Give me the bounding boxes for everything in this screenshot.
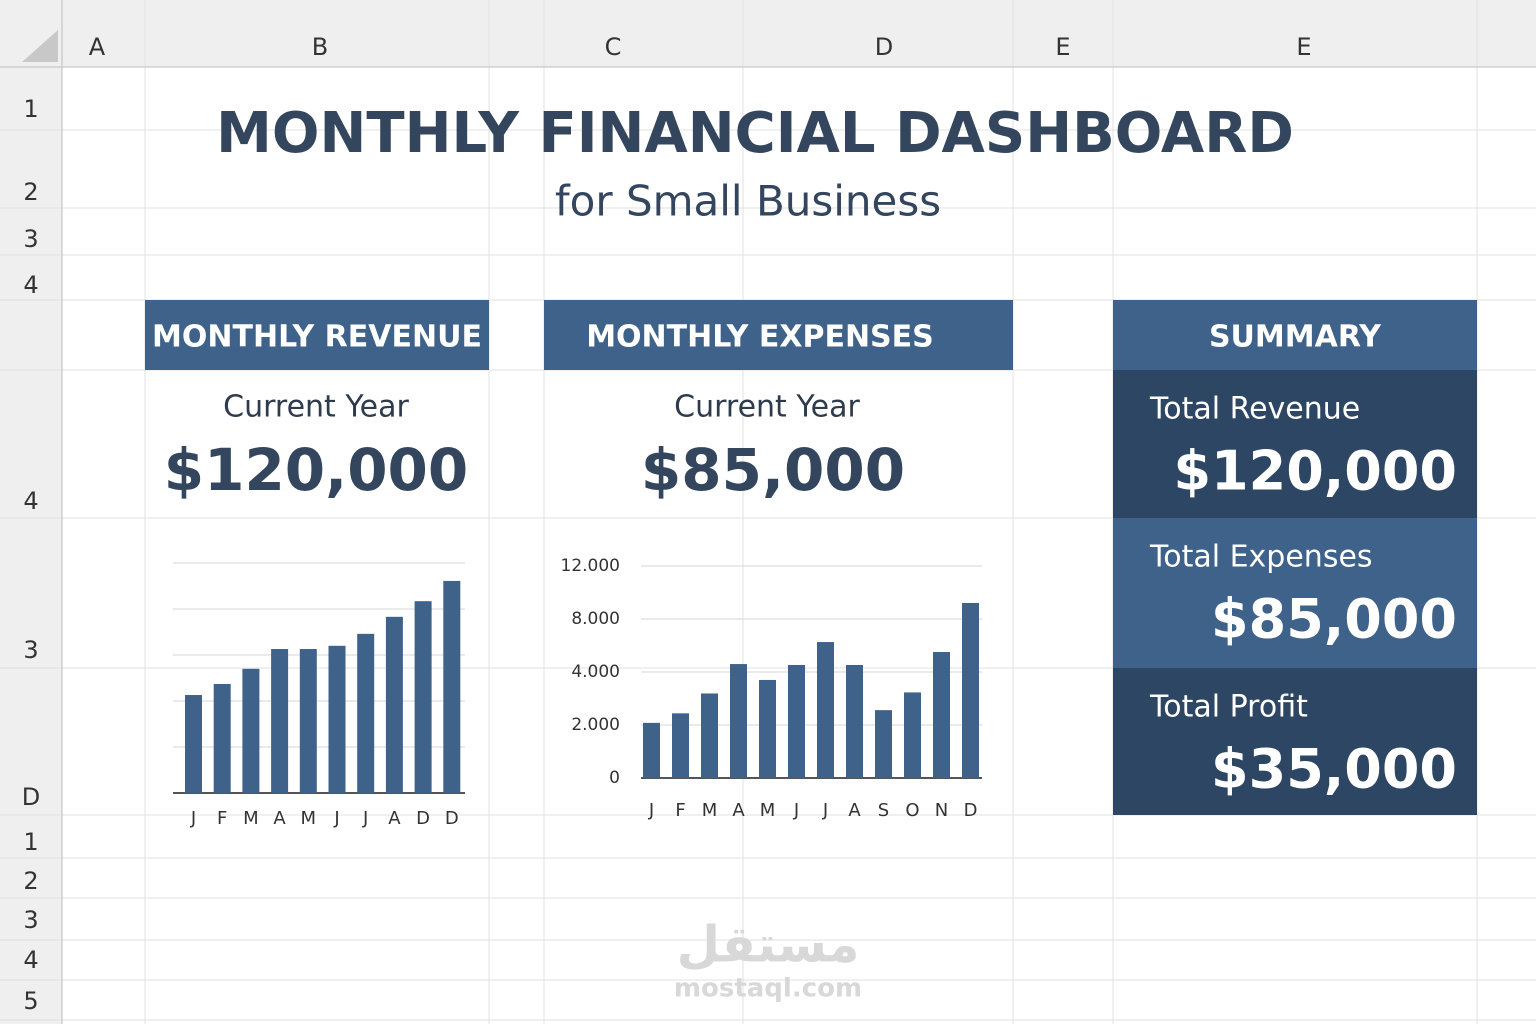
panel-title: MONTHLY EXPENSES [586,320,934,355]
row-header[interactable]: 3 [23,636,38,664]
bar [213,683,231,793]
bar [672,713,689,778]
x-tick-label: J [190,808,196,829]
row-header[interactable]: 2 [23,867,38,895]
select-all[interactable] [22,30,58,62]
x-tick-label: M [760,800,776,821]
bar [962,602,979,778]
y-tick-label: 4.000 [571,662,620,682]
bar [904,692,921,778]
panel-header [145,300,489,370]
dashboard-subtitle: for Small Business [555,177,941,226]
summary-label: Total Revenue [1149,392,1360,427]
panel-amount: $85,000 [641,436,905,504]
bar [185,695,202,793]
x-tick-label: A [848,800,861,821]
x-tick-label: J [793,800,799,821]
bar [242,668,260,793]
summary-title: SUMMARY [1209,320,1382,355]
watermark: mostaql.com [674,974,862,1004]
row-header-bar [0,0,62,1024]
bar [271,649,289,793]
summary-label: Total Profit [1149,690,1308,725]
x-tick-label: D [964,800,978,821]
row-header[interactable]: 3 [23,906,38,934]
x-tick-label: F [217,808,227,829]
bar [875,710,892,778]
x-tick-label: J [648,800,654,821]
bar [414,601,432,793]
summary-cell [1113,668,1477,815]
x-tick-label: D [445,808,459,829]
row-header[interactable]: 4 [23,946,38,974]
dashboard-title: MONTHLY FINANCIAL DASHBOARD [216,101,1294,166]
panel-amount: $120,000 [164,436,469,504]
y-tick-label: 12.000 [561,556,620,576]
row-header[interactable]: 1 [23,828,38,856]
row-header[interactable]: 1 [23,95,38,123]
panel-label: Current Year [674,390,860,425]
column-header[interactable]: C [605,33,622,61]
x-tick-label: M [301,808,317,829]
row-header[interactable]: 3 [23,225,38,253]
row-header[interactable]: 2 [23,178,38,206]
row-header[interactable]: D [22,783,40,811]
panel-header [544,300,1013,370]
summary-amount: $85,000 [1211,588,1457,651]
x-tick-label: A [732,800,745,821]
summary-cell [1113,370,1477,518]
column-header[interactable]: A [89,33,106,61]
column-header[interactable]: E [1055,33,1070,61]
bar [328,645,346,793]
x-tick-label: J [333,808,339,829]
x-tick-label: J [822,800,828,821]
bar [643,722,660,778]
y-tick-label: 0 [609,768,620,788]
x-tick-label: J [362,808,368,829]
column-header-bar [0,0,1536,67]
summary-amount: $120,000 [1173,440,1457,503]
x-tick-label: S [878,800,889,821]
bar [357,633,375,793]
panel-title: MONTHLY REVENUE [152,320,482,355]
x-tick-label: F [675,800,685,821]
row-header[interactable]: 4 [23,271,38,299]
y-tick-label: 2.000 [571,715,620,735]
summary-label: Total Expenses [1149,540,1373,575]
bar [385,616,403,793]
bar [846,664,863,778]
row-header[interactable]: 5 [23,987,38,1015]
column-header[interactable]: D [875,33,893,61]
x-tick-label: A [388,808,401,829]
x-tick-label: O [905,800,919,821]
watermark: مستقل [677,916,860,974]
bar [933,651,950,778]
bar [788,664,805,778]
bar [759,679,776,778]
column-header[interactable]: E [1296,33,1311,61]
panel-label: Current Year [223,390,409,425]
bar [299,649,317,793]
x-tick-label: N [935,800,948,821]
x-tick-label: M [702,800,718,821]
row-header[interactable]: 4 [23,487,38,515]
y-tick-label: 8.000 [571,609,620,629]
summary-amount: $35,000 [1211,738,1457,801]
bar [817,642,834,778]
bar [701,693,718,778]
x-tick-label: M [243,808,259,829]
column-header[interactable]: B [312,33,328,61]
x-tick-label: A [273,808,286,829]
bar [443,580,461,793]
x-tick-label: D [416,808,430,829]
bar [730,664,747,778]
summary-header [1113,300,1477,370]
summary-cell [1113,518,1477,668]
